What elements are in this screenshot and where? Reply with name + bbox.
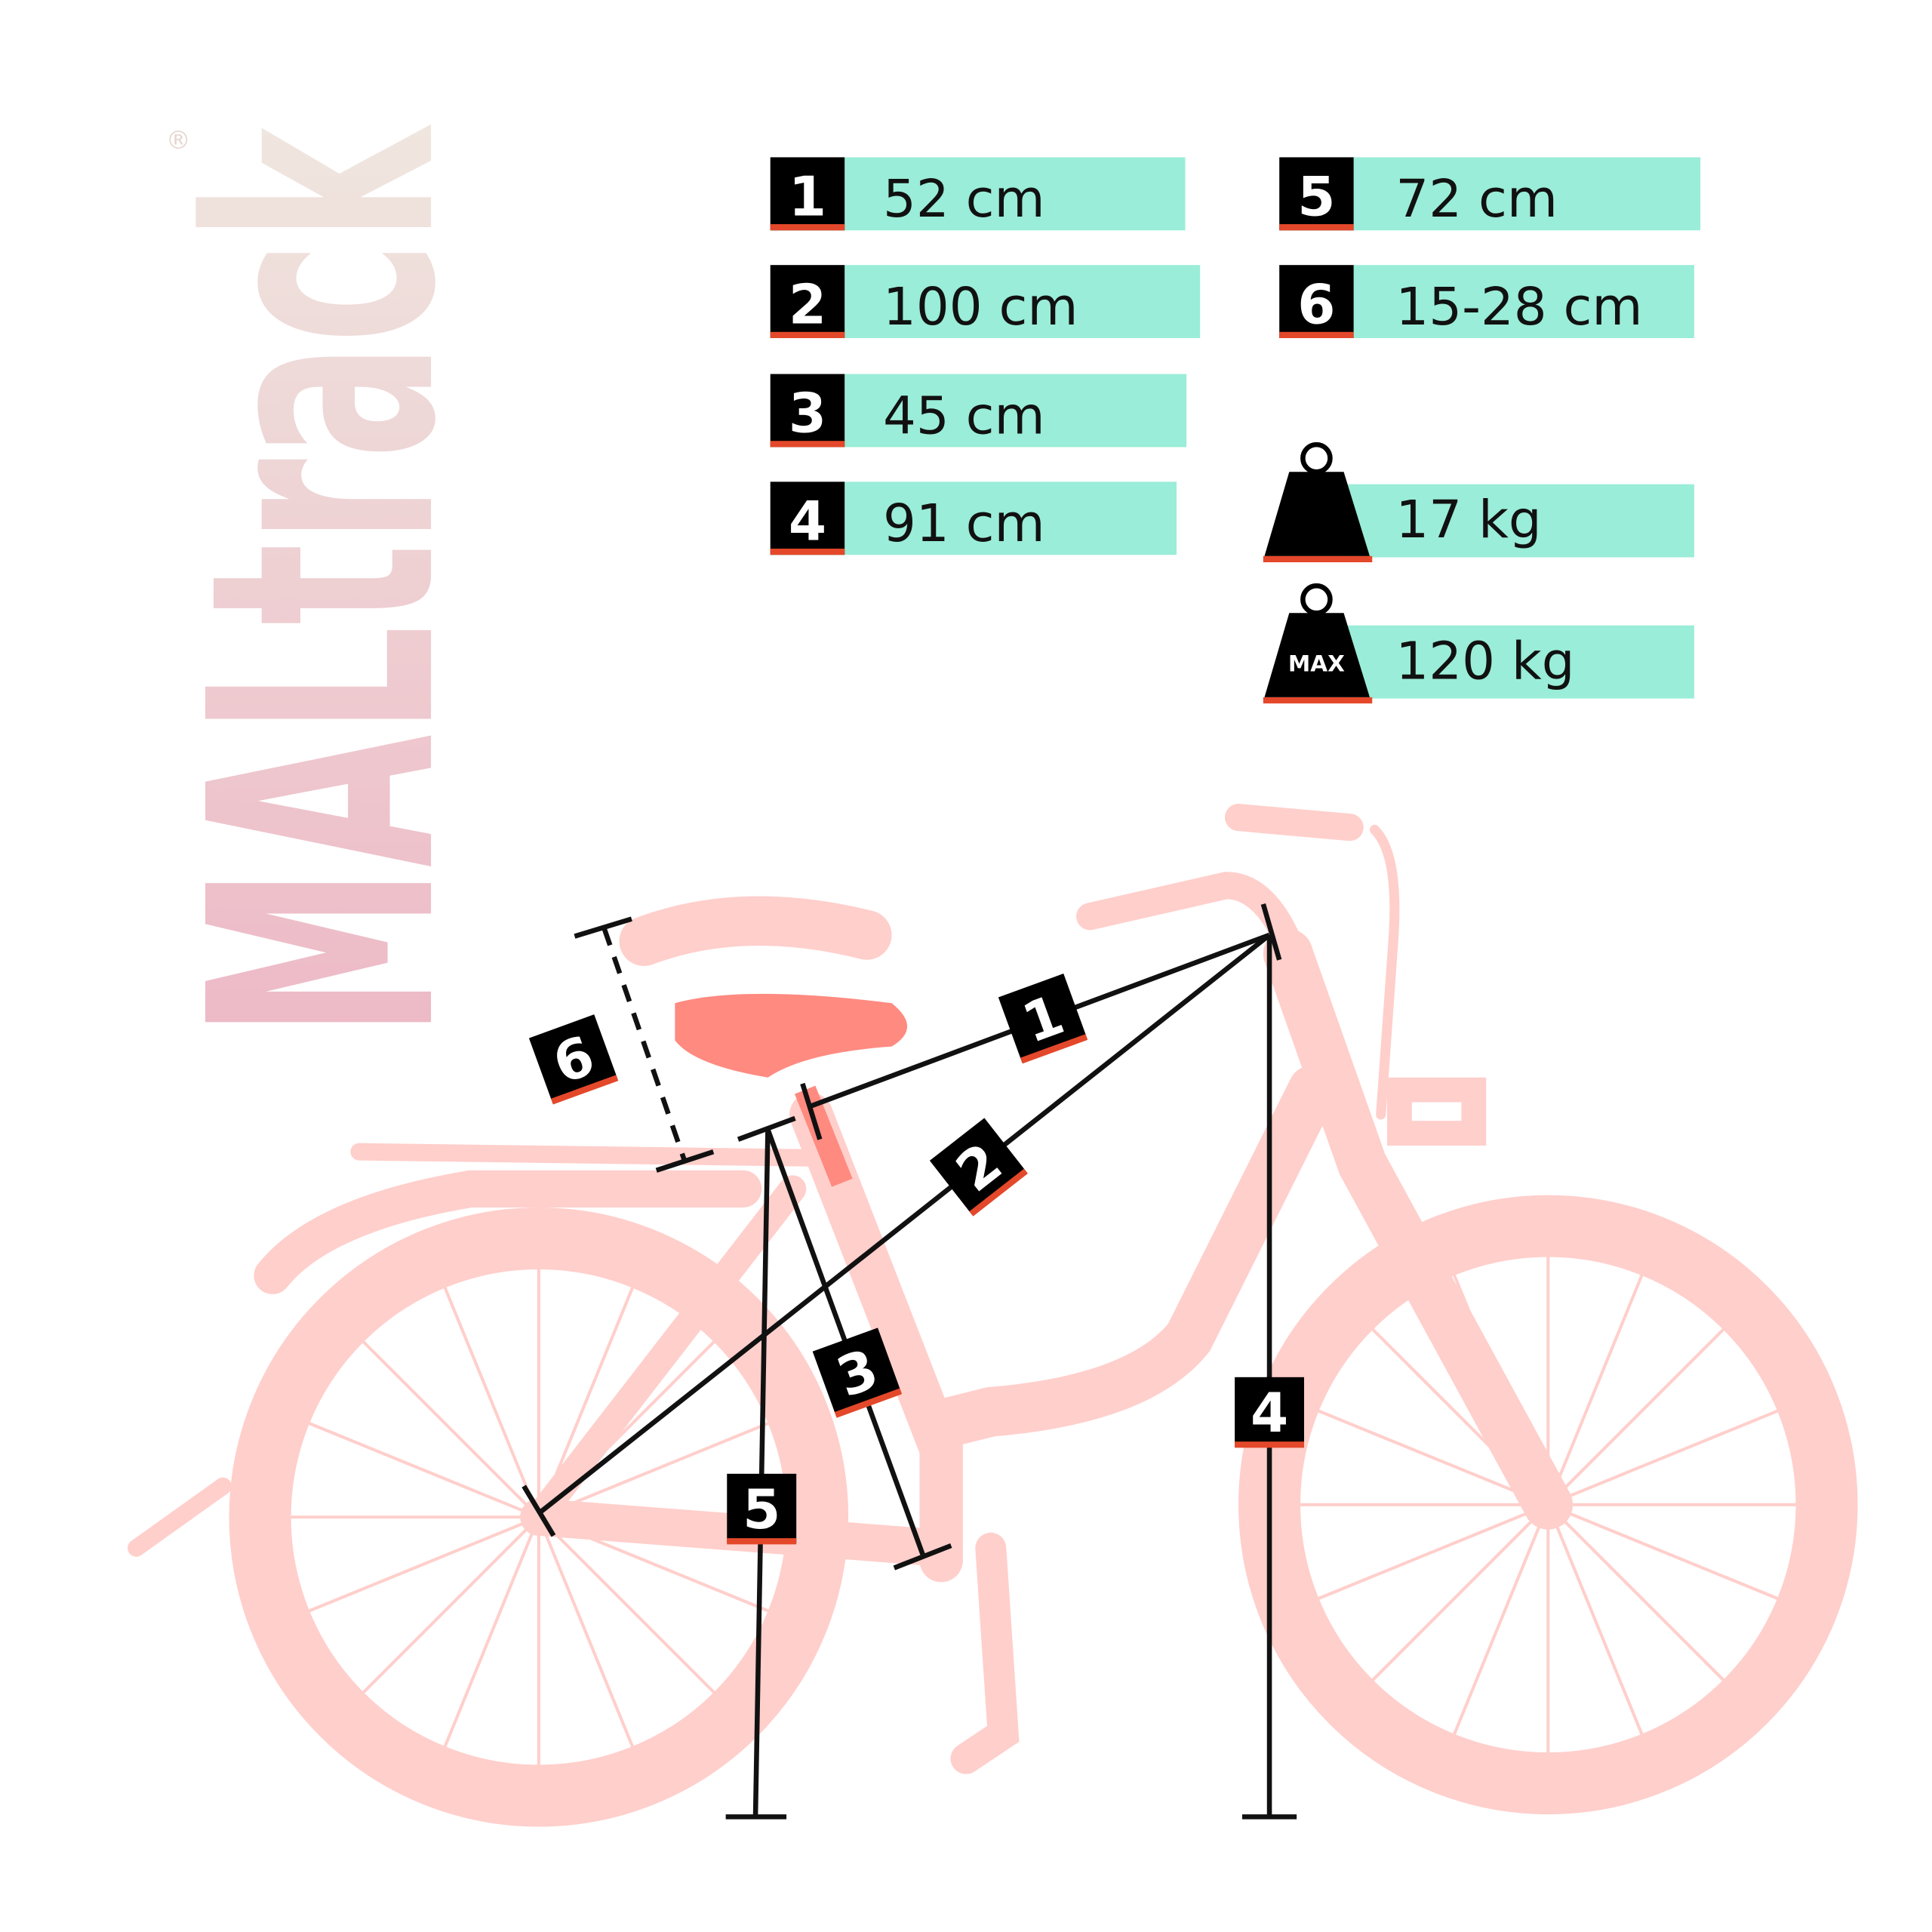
spec-value: 100 cm <box>883 277 1078 337</box>
spec-table: 1 52 cm 2 100 cm 3 45 cm 4 91 cm 5 72 cm… <box>770 157 1701 704</box>
spec-number: 2 <box>789 273 826 337</box>
spec-row-5: 5 72 cm <box>1279 157 1701 231</box>
max-weight-icon: MAX <box>1263 583 1373 704</box>
spec-number: 3 <box>789 383 826 446</box>
spec-value: 72 cm <box>1395 169 1558 229</box>
spec-row-6: 6 15-28 cm <box>1279 265 1694 338</box>
spec-number: 4 <box>789 490 826 553</box>
spec-value: 15-28 cm <box>1395 277 1642 337</box>
spec-row-1: 1 52 cm <box>770 157 1186 231</box>
weight-row: 17 kg <box>1263 441 1694 563</box>
spec-value: 91 cm <box>883 494 1045 554</box>
dimension-label-5: 5 <box>727 1473 797 1545</box>
dimension-label-4: 4 <box>1235 1377 1304 1448</box>
bike-silhouette <box>128 804 1858 1827</box>
label-number: 4 <box>1251 1382 1288 1445</box>
registered-mark: ® <box>166 126 191 155</box>
spec-number: 5 <box>1297 166 1335 229</box>
max-load-value: 120 kg <box>1395 631 1574 691</box>
dimension-label-3: 3 <box>812 1327 903 1418</box>
dimension-label-2: 2 <box>929 1118 1028 1217</box>
spec-row-3: 3 45 cm <box>770 374 1187 448</box>
brand-logo: MALtrack ® <box>143 124 504 1038</box>
weight-icon <box>1263 441 1373 563</box>
max-badge: MAX <box>1288 651 1345 676</box>
label-number: 5 <box>743 1478 780 1542</box>
spec-row-4: 4 91 cm <box>770 481 1177 555</box>
max-load-row: MAX 120 kg <box>1263 583 1694 704</box>
logo-text: MALtrack <box>143 124 504 1038</box>
dimension-label-6: 6 <box>528 1014 619 1105</box>
spec-value: 45 cm <box>883 386 1045 446</box>
weight-value: 17 kg <box>1395 490 1541 550</box>
spec-row-2: 2 100 cm <box>770 265 1201 338</box>
dimension-label-1: 1 <box>998 974 1088 1064</box>
saddle <box>675 993 908 1078</box>
spec-number: 1 <box>789 166 826 229</box>
spec-value: 52 cm <box>883 169 1045 229</box>
spec-number: 6 <box>1297 273 1335 337</box>
